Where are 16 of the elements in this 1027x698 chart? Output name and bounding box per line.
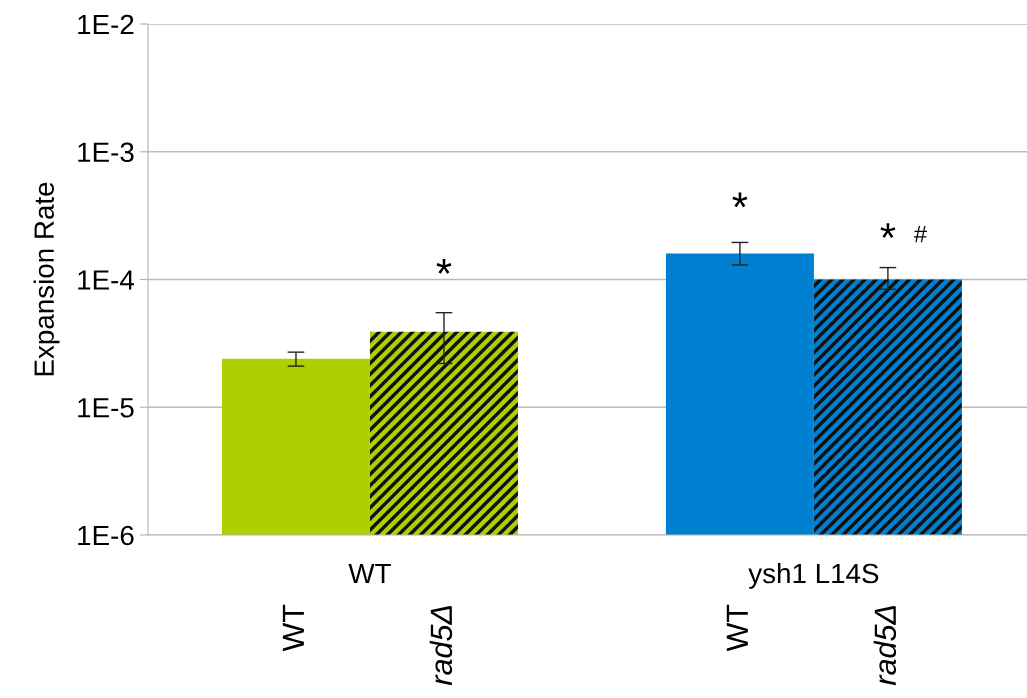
x-tick-label: WT	[282, 604, 304, 652]
text: WT	[348, 563, 391, 584]
text: ysh1 L14S	[748, 562, 879, 589]
y-axis-title: Expansion Rate	[33, 182, 60, 376]
annotation: *	[880, 223, 896, 238]
y-tick-label: 1E-6	[78, 525, 134, 546]
annotation: *	[732, 192, 748, 208]
y-tick-label: 1E-4	[78, 270, 134, 290]
x-tick-label: WT	[726, 604, 748, 652]
annotation: #	[913, 226, 927, 243]
x-tick-label: rad5Δ	[429, 606, 453, 686]
y-tick-label: 1E-5	[78, 398, 134, 418]
y-tick-label: 1E-3	[78, 142, 134, 163]
x-tick-label: rad5Δ	[873, 606, 897, 686]
annotation: *	[436, 259, 452, 274]
y-tick-label: 1E-2	[78, 14, 134, 35]
